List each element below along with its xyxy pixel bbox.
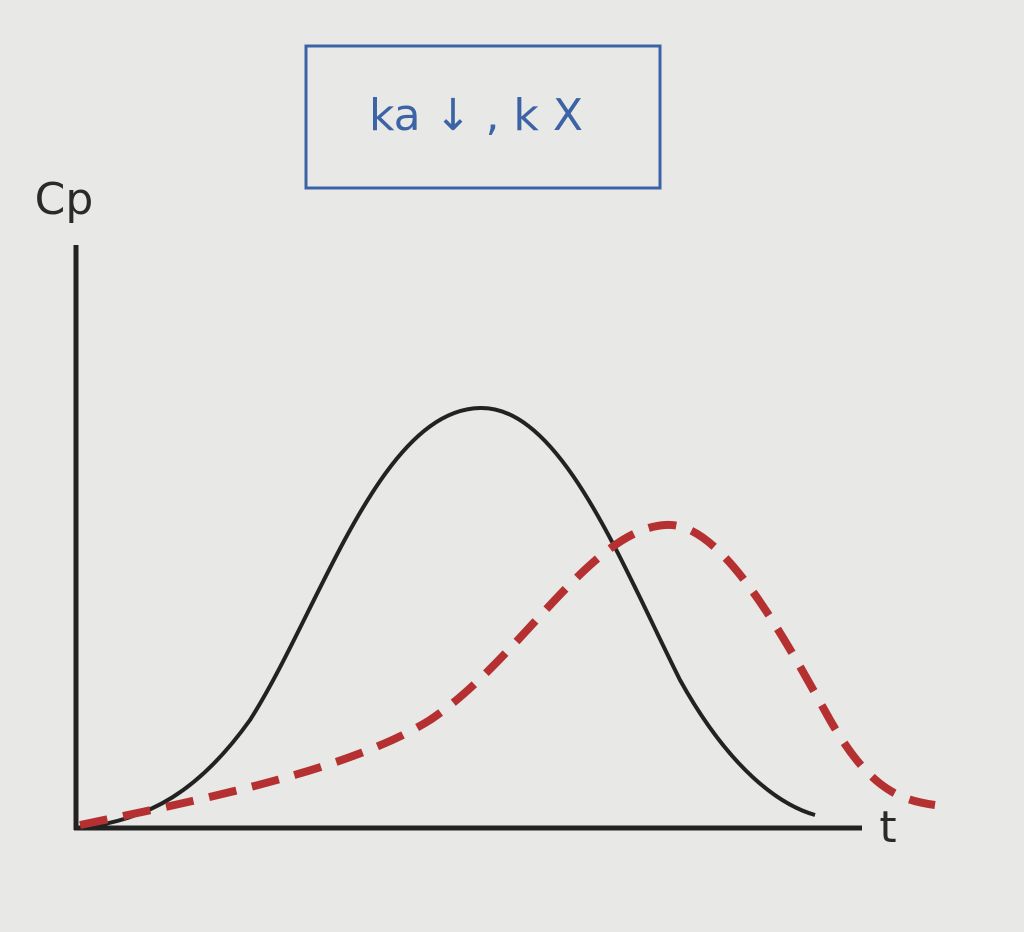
y-axis-label: Cp bbox=[35, 174, 94, 225]
reference-curve bbox=[79, 405, 816, 830]
box-label: ka ↓ , k X bbox=[369, 90, 583, 141]
altered-curve bbox=[79, 520, 936, 829]
label-box bbox=[304, 44, 662, 190]
x-axis-label: t bbox=[879, 802, 896, 853]
